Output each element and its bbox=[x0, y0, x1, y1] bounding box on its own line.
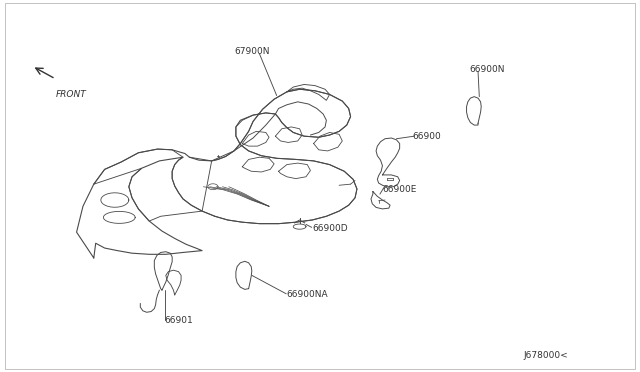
Text: 66900: 66900 bbox=[412, 132, 441, 141]
Text: 66900NA: 66900NA bbox=[287, 291, 328, 299]
Text: 66900D: 66900D bbox=[312, 224, 348, 233]
Text: 66901: 66901 bbox=[164, 316, 193, 325]
Text: FRONT: FRONT bbox=[56, 90, 86, 99]
Text: 67900N: 67900N bbox=[234, 47, 269, 56]
Text: 66900E: 66900E bbox=[383, 185, 417, 194]
Text: 66900N: 66900N bbox=[470, 65, 505, 74]
Text: J678000<: J678000< bbox=[524, 351, 569, 360]
